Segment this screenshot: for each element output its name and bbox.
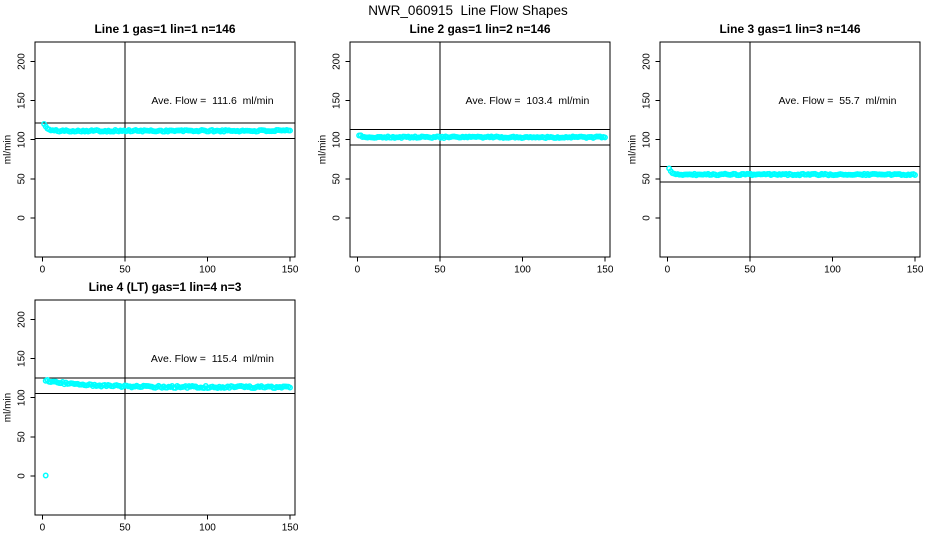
x-tick-label: 150 [282, 265, 299, 276]
subplot-4: Line 4 (LT) gas=1 lin=4 n=3 0 50 100 150 0 50 1… [3, 280, 299, 534]
y-tick-label: 50 [642, 173, 653, 185]
y-tick-label: 100 [332, 131, 343, 148]
subplot-title: Line 3 gas=1 lin=3 n=146 [719, 22, 860, 36]
outlier-point [42, 472, 49, 479]
subplot-2: Line 2 gas=1 lin=2 n=146 0 50 100 150 0 50 100 1… [318, 22, 614, 276]
y-tick-label: 200 [332, 53, 343, 70]
y-tick-label: 100 [17, 389, 28, 406]
x-tick-label: 100 [824, 265, 841, 276]
subplot-title: Line 2 gas=1 lin=2 n=146 [409, 22, 550, 36]
x-tick-label: 0 [355, 265, 361, 276]
ave-flow-annotation: Ave. Flow = 111.6 ml/min [151, 95, 273, 107]
y-axis-title: ml/min [318, 135, 329, 164]
data-point [912, 172, 918, 178]
y-tick-label: 150 [17, 92, 28, 109]
data-points [41, 121, 293, 135]
y-tick-label: 200 [642, 53, 653, 70]
x-tick-label: 150 [597, 265, 614, 276]
x-tick-label: 0 [40, 265, 46, 276]
ave-flow-annotation: Ave. Flow = 103.4 ml/min [466, 95, 590, 107]
y-tick-label: 150 [642, 92, 653, 109]
data-point [602, 134, 608, 141]
y-tick-label: 0 [17, 473, 28, 479]
x-tick-label: 0 [665, 265, 671, 276]
y-tick-label: 50 [332, 173, 343, 185]
ave-flow-annotation: Ave. Flow = 115.4 ml/min [151, 353, 274, 365]
subplot-title: Line 1 gas=1 lin=1 n=146 [94, 22, 235, 36]
y-tick-label: 0 [332, 215, 343, 221]
y-axis-title: ml/min [3, 393, 14, 422]
y-tick-label: 100 [642, 131, 653, 148]
x-tick-label: 0 [40, 523, 46, 534]
y-axis-title: ml/min [628, 135, 639, 164]
x-tick-label: 50 [744, 265, 756, 276]
data-points [666, 165, 918, 179]
main-title: NWR_060915 Line Flow Shapes [368, 3, 568, 18]
x-tick-label: 150 [282, 523, 299, 534]
x-tick-label: 100 [514, 265, 531, 276]
x-tick-label: 100 [199, 523, 216, 534]
data-point [287, 384, 293, 391]
y-tick-label: 0 [642, 215, 653, 221]
y-tick-label: 0 [17, 215, 28, 221]
y-tick-label: 50 [17, 431, 28, 443]
plot-box [34, 299, 296, 516]
y-tick-label: 200 [17, 53, 28, 70]
x-tick-label: 100 [199, 265, 216, 276]
y-tick-label: 50 [17, 173, 28, 185]
x-tick-label: 50 [434, 265, 446, 276]
y-tick-label: 150 [17, 350, 28, 367]
subplot-3: Line 3 gas=1 lin=3 n=146 0 50 100 150 0 50 100 1… [628, 22, 924, 276]
plot-box [659, 41, 921, 258]
plot-box [349, 41, 611, 258]
x-tick-label: 50 [119, 523, 131, 534]
data-points [42, 376, 293, 479]
ave-flow-annotation: Ave. Flow = 55.7 ml/min [778, 95, 896, 107]
y-axis-title: ml/min [3, 135, 14, 164]
data-point [287, 127, 293, 134]
y-tick-label: 200 [17, 311, 28, 328]
plot-box [34, 41, 296, 258]
x-tick-label: 150 [907, 265, 924, 276]
y-tick-label: 100 [17, 131, 28, 148]
x-tick-label: 50 [119, 265, 131, 276]
data-points [356, 132, 608, 141]
y-tick-label: 150 [332, 92, 343, 109]
subplot-1: Line 1 gas=1 lin=1 n=146 0 50 100 150 0 50 100 1… [3, 22, 299, 276]
subplot-title: Line 4 (LT) gas=1 lin=4 n=3 [89, 280, 242, 294]
